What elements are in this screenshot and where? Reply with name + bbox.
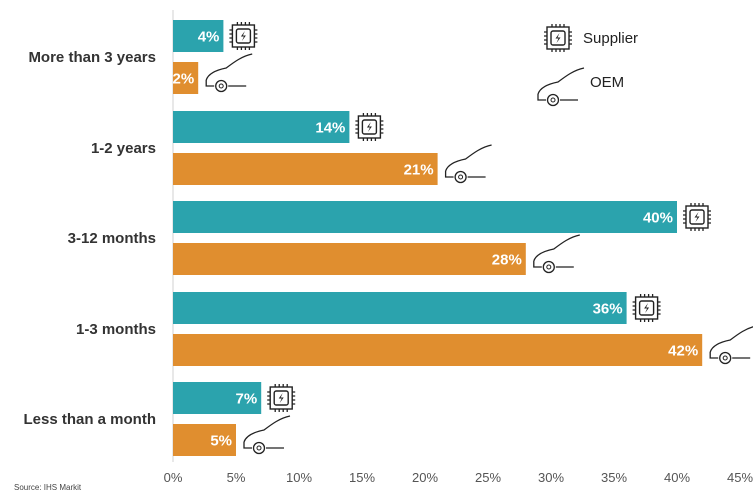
supplier-bar <box>173 292 627 324</box>
category-label: Less than a month <box>23 411 156 428</box>
x-tick-label: 10% <box>286 470 312 485</box>
car-icon <box>444 144 493 184</box>
x-tick-label: 35% <box>601 470 627 485</box>
chip-icon <box>682 202 712 232</box>
category-labels: More than 3 years 1-2 years 3-12 months 1-3… <box>23 49 156 428</box>
data-label: 42% <box>668 343 698 360</box>
data-label: 28% <box>492 252 522 269</box>
category-label: More than 3 years <box>28 49 156 66</box>
data-label: 2% <box>173 71 195 88</box>
legend-car-icon <box>537 67 585 107</box>
data-label: 14% <box>315 120 345 137</box>
x-tick-label: 25% <box>475 470 501 485</box>
supplier-bar <box>173 20 224 52</box>
x-tick-label: 40% <box>664 470 690 485</box>
x-tick-label: 30% <box>538 470 564 485</box>
legend: Supplier OEM <box>537 23 638 107</box>
car-icon <box>533 234 581 274</box>
data-label: 5% <box>210 433 232 450</box>
oem-bar <box>173 424 236 456</box>
chip-icon <box>266 383 296 413</box>
legend-label: Supplier <box>583 30 638 47</box>
oem-bar <box>173 243 526 275</box>
data-label: 4% <box>198 29 220 46</box>
x-axis: 0% 5% 10% 15% 20% 25% 30% 35% 40% 45% <box>164 10 753 485</box>
legend-chip-icon <box>543 23 573 53</box>
data-label: 7% <box>236 391 258 408</box>
bars: 4% 14% 40% 36% 7% 2% 21% 28% 42% 5% <box>173 20 753 456</box>
x-tick-label: 5% <box>227 470 246 485</box>
data-label: 40% <box>643 210 673 227</box>
oem-bar <box>173 334 703 366</box>
legend-label: OEM <box>590 74 624 91</box>
chip-icon <box>631 293 662 323</box>
x-tick-label: 0% <box>164 470 183 485</box>
supplier-bar <box>173 201 677 233</box>
oem-bar <box>173 153 438 185</box>
category-label: 1-2 years <box>91 140 156 157</box>
data-label: 21% <box>404 162 434 179</box>
car-icon <box>205 53 253 93</box>
chip-icon <box>228 21 259 51</box>
x-tick-label: 45% <box>727 470 753 485</box>
x-tick-label: 15% <box>349 470 375 485</box>
supplier-bar <box>173 382 262 414</box>
chip-icon <box>354 112 385 142</box>
supplier-bar <box>173 111 350 143</box>
category-label: 3-12 months <box>68 230 156 247</box>
x-tick-label: 20% <box>412 470 438 485</box>
car-icon <box>243 415 291 455</box>
category-label: 1-3 months <box>76 321 156 338</box>
oem-bar <box>173 62 199 94</box>
data-label: 36% <box>593 301 623 318</box>
source-note: Source: IHS Markit <box>14 483 82 492</box>
car-icon <box>709 325 753 365</box>
